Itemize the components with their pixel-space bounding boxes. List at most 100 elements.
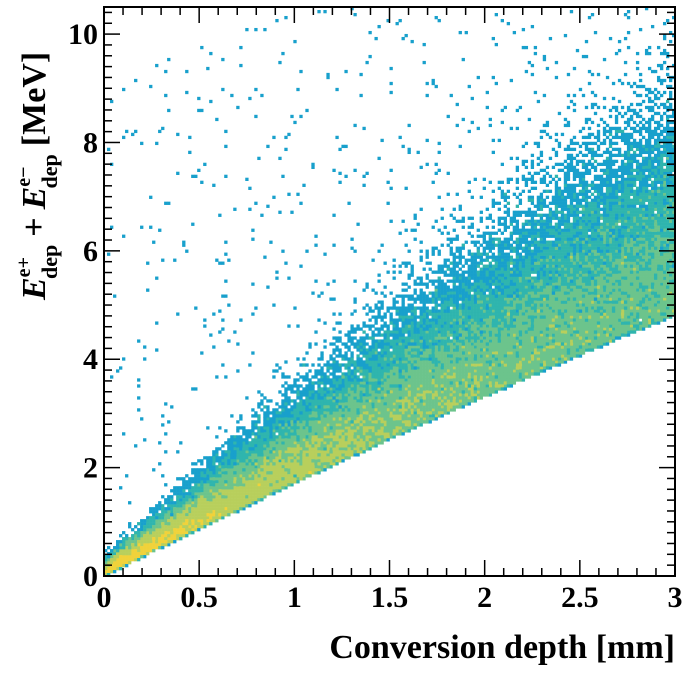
histogram-bin [380,417,384,421]
histogram-bin [479,255,483,259]
histogram-bin [479,357,483,361]
histogram-bin [422,417,426,421]
histogram-bin [626,279,631,283]
histogram-bin [488,378,492,382]
histogram-bin [308,447,312,451]
histogram-bin [623,210,628,214]
histogram-bin [587,288,592,292]
histogram-bin [344,417,348,421]
histogram-bin [302,183,306,187]
histogram-bin [188,525,192,529]
histogram-bin [629,288,634,292]
histogram-bin [536,222,541,226]
histogram-bin [596,138,601,143]
histogram-bin [317,435,321,439]
histogram-bin [413,369,417,373]
histogram-bin [425,366,429,370]
histogram-bin [641,270,646,274]
histogram-bin [386,408,390,412]
histogram-bin [590,288,595,292]
histogram-bin [659,264,664,268]
histogram-bin [551,246,556,250]
histogram-bin [596,342,601,346]
histogram-bin [506,357,511,361]
histogram-bin [470,351,474,355]
histogram-bin [212,510,216,514]
histogram-bin [566,303,571,307]
histogram-bin [248,447,252,451]
histogram-bin [545,249,550,253]
histogram-bin [524,345,529,349]
histogram-bin [383,348,387,352]
histogram-bin [224,450,228,454]
histogram-bin [239,474,243,478]
histogram-bin [506,195,511,199]
histogram-bin [335,345,339,349]
histogram-bin [173,507,177,511]
histogram-bin [581,249,586,253]
histogram-bin [536,351,541,355]
histogram-bin [302,456,306,460]
histogram-bin [668,288,673,292]
histogram-bin [584,183,589,187]
histogram-bin [551,324,556,328]
histogram-bin [425,363,429,367]
histogram-bin [428,339,432,343]
histogram-bin [320,465,324,469]
histogram-bin [491,363,495,367]
histogram-bin [350,363,354,367]
histogram-bin [653,102,658,107]
histogram-bin [632,300,637,304]
histogram-bin [302,465,306,469]
histogram-bin [407,414,411,418]
histogram-bin [557,297,562,301]
histogram-bin [161,543,165,547]
histogram-bin [644,258,649,262]
histogram-bin [560,195,565,199]
histogram-bin [617,198,622,202]
histogram-bin [611,327,616,331]
histogram-bin [230,444,234,448]
histogram-bin [563,117,568,122]
histogram-bin [467,333,471,337]
histogram-bin [134,534,138,538]
histogram-bin [608,198,613,202]
histogram-bin [401,372,405,376]
histogram-bin [614,303,619,307]
histogram-bin [476,327,480,331]
histogram-bin [206,66,210,71]
histogram-bin [383,438,387,442]
histogram-bin [128,555,132,559]
histogram-bin [470,216,474,220]
histogram-bin [470,315,474,319]
histogram-bin [440,384,444,388]
histogram-bin [482,387,486,391]
histogram-bin [350,417,354,421]
histogram-bin [338,375,342,379]
histogram-bin [611,318,616,322]
histogram-bin [575,264,580,268]
histogram-bin [287,462,291,466]
histogram-bin [578,300,583,304]
histogram-bin [602,234,607,238]
histogram-bin [323,408,327,412]
histogram-bin [191,498,195,502]
histogram-bin [230,456,234,460]
histogram-bin [566,285,571,289]
histogram-bin [431,375,435,379]
histogram-bin [401,408,405,412]
histogram-bin [377,330,381,334]
histogram-bin [479,363,483,367]
histogram-bin [662,213,667,217]
histogram-bin [467,321,471,325]
histogram-bin [506,282,511,286]
histogram-bin [509,351,514,355]
histogram-bin [401,420,405,424]
histogram-bin [494,348,498,352]
histogram-bin [278,432,282,436]
histogram-bin [659,222,664,226]
histogram-bin [602,297,607,301]
histogram-bin [482,318,486,322]
histogram-bin [347,399,351,403]
histogram-bin [524,177,529,181]
